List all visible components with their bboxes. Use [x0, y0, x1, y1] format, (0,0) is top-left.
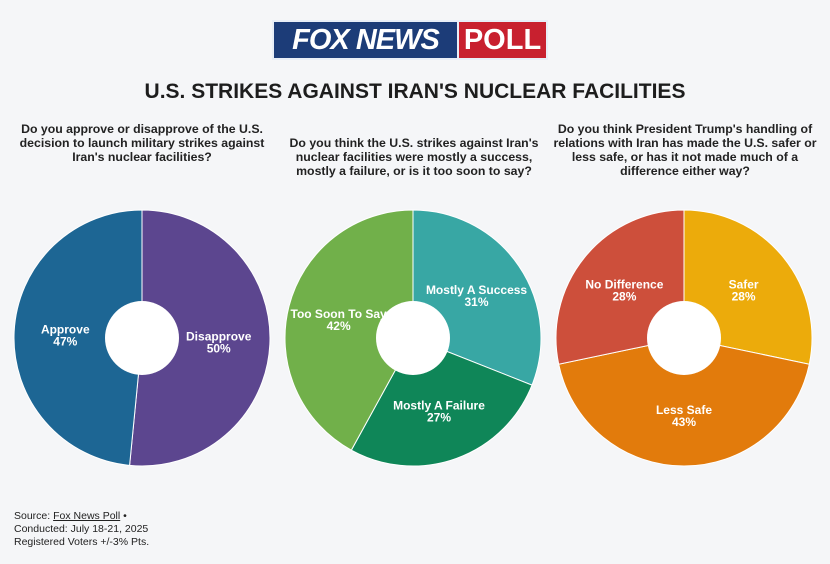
slice-too-soon-to-say — [284, 209, 414, 451]
registered-voters-margin: Registered Voters +/-3% Pts. — [14, 536, 150, 548]
slice-label-approve: Approve — [41, 322, 90, 336]
donut-hole — [647, 301, 721, 375]
slice-approve — [13, 209, 143, 466]
slice-label-too-soon-to-say: Too Soon To Say — [291, 307, 388, 321]
slice-value-less-safe: 43% — [672, 415, 696, 429]
logo-poll: POLL — [459, 20, 548, 60]
slice-value-no-difference: 28% — [612, 290, 636, 304]
slice-value-mostly-a-success: 31% — [465, 295, 489, 309]
slice-value-safer: 28% — [732, 290, 756, 304]
slice-label-less-safe: Less Safe — [656, 403, 712, 417]
question-safer: Do you think President Trump's handling … — [553, 122, 817, 178]
slice-value-disapprove: 50% — [207, 342, 231, 356]
slice-value-too-soon-to-say: 42% — [327, 319, 351, 333]
conducted-dates: Conducted: July 18-21, 2025 — [14, 523, 149, 535]
slice-label-no-difference: No Difference — [585, 278, 663, 292]
slice-disapprove — [129, 209, 271, 467]
question-success: Do you think the U.S. strikes against Ir… — [289, 136, 539, 178]
source-prefix: Source: — [14, 510, 54, 522]
slice-less-safe — [558, 337, 810, 467]
source-suffix: • — [120, 510, 127, 522]
source-link[interactable]: Fox News Poll — [53, 510, 121, 522]
donut-hole — [376, 301, 450, 375]
question-approve: Do you approve or disapprove of the U.S.… — [19, 122, 265, 164]
source-note: Source: Fox News Poll • Conducted: July … — [14, 510, 149, 549]
slice-label-mostly-a-failure: Mostly A Failure — [393, 398, 485, 412]
donut-hole — [105, 301, 179, 375]
slice-label-disapprove: Disapprove — [186, 330, 252, 344]
slice-label-mostly-a-success: Mostly A Success — [426, 283, 527, 297]
fox-news-poll-logo: FOX NEWS POLL — [272, 20, 548, 60]
slice-label-safer: Safer — [729, 278, 759, 292]
logo-fox-news: FOX NEWS — [272, 20, 459, 60]
page-title: U.S. STRIKES AGAINST IRAN'S NUCLEAR FACI… — [144, 80, 686, 103]
slice-value-mostly-a-failure: 27% — [427, 410, 451, 424]
slice-value-approve: 47% — [53, 334, 77, 348]
